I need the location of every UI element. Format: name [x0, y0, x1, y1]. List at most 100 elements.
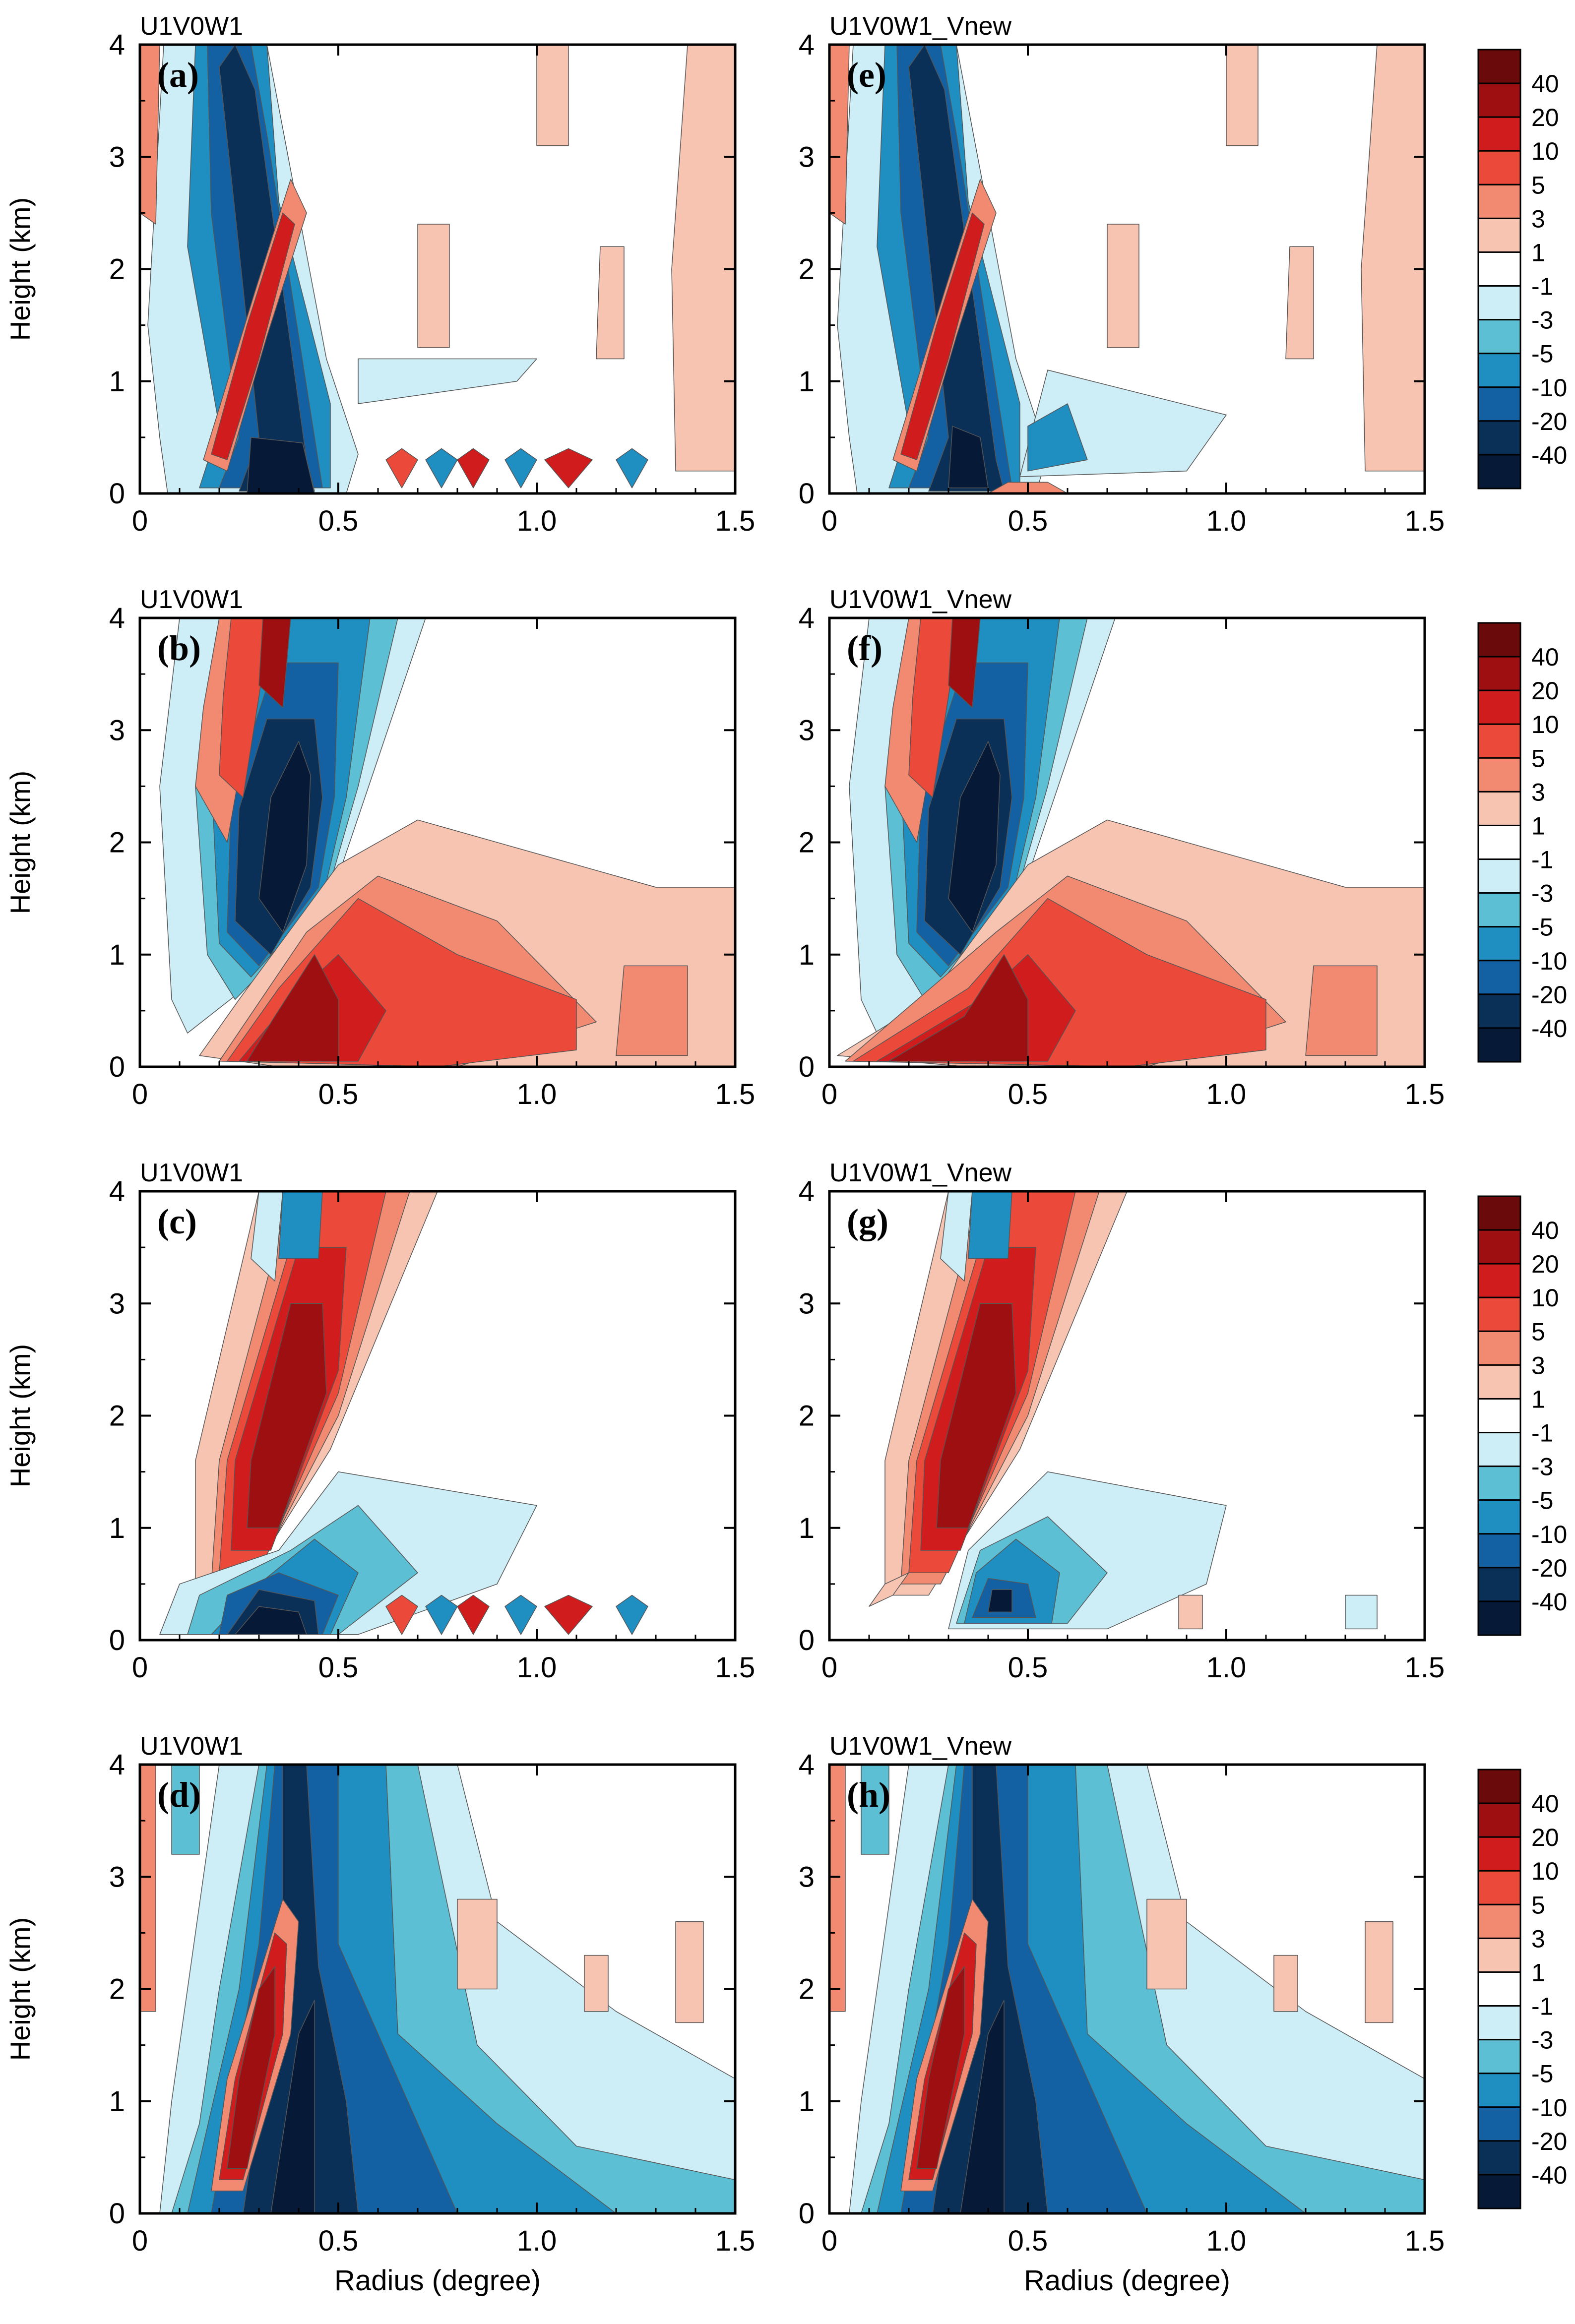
colorbar-swatch [1477, 892, 1521, 928]
y-tick-label: 0 [799, 2198, 815, 2230]
x-tick-label: 0.5 [1008, 1078, 1048, 1110]
contour-band [584, 1955, 609, 2012]
contour-bands [829, 45, 1425, 493]
y-tick-label: 1 [799, 2085, 815, 2118]
x-tick-label: 1.0 [1206, 505, 1247, 537]
x-tick-label: 0.5 [1008, 505, 1048, 537]
colorbar-label: 5 [1531, 1318, 1545, 1345]
colorbar-swatch [1477, 1466, 1521, 1501]
colorbar-swatch [1477, 1802, 1521, 1838]
colorbar-label: 20 [1531, 104, 1559, 131]
contour-band [227, 1966, 275, 2169]
colorbar-swatch [1477, 1567, 1521, 1602]
colorbar-label: -20 [1531, 2128, 1567, 2155]
x-tick-label: 0.5 [318, 505, 359, 537]
colorbar-label: 3 [1531, 1925, 1545, 1953]
y-tick-label: 1 [799, 366, 815, 398]
y-tick-label: 4 [799, 1749, 815, 1781]
y-tick-label: 1 [799, 939, 815, 971]
colorbar-swatch [1477, 319, 1521, 355]
colorbar-swatch [1477, 2039, 1521, 2075]
colorbar-label: 1 [1531, 1385, 1545, 1413]
x-tick-label: 0 [821, 1651, 837, 1684]
panel-title: U1V0W1_Vnew [829, 1159, 1012, 1187]
colorbar-swatch [1477, 1263, 1521, 1298]
colorbar-label: -1 [1531, 273, 1553, 301]
colorbar-label: 1 [1531, 1958, 1545, 1986]
x-axis-label: Radius (degree) [1024, 2264, 1230, 2297]
colorbar-label: -40 [1531, 2161, 1567, 2189]
colorbar-swatch [1477, 353, 1521, 388]
panel-title: U1V0W1 [140, 1159, 243, 1187]
y-tick-label: 3 [109, 141, 125, 173]
colorbar-label: 20 [1531, 1250, 1559, 1278]
contour-band [544, 448, 593, 489]
contour-band [385, 448, 418, 489]
y-tick-label: 1 [109, 939, 125, 971]
colorbar-label: -10 [1531, 1521, 1567, 1548]
panel-label: (b) [157, 628, 201, 668]
colorbar-swatch [1477, 1330, 1521, 1366]
colorbar-label: 40 [1531, 1217, 1559, 1244]
colorbar-swatch [1477, 420, 1521, 456]
contour-band [425, 448, 458, 489]
colorbar-swatch [1477, 217, 1521, 253]
contour-band [829, 45, 850, 225]
y-tick-label: 0 [109, 1051, 125, 1083]
colorbar-swatch [1477, 1600, 1521, 1636]
colorbar-label: 5 [1531, 1891, 1545, 1919]
x-tick-label: 1.0 [1206, 1651, 1247, 1684]
contour-band [1365, 1921, 1393, 2023]
contour-band [1345, 1594, 1378, 1630]
y-tick-label: 3 [109, 714, 125, 746]
contour-band [596, 246, 625, 360]
colorbar-label: 3 [1531, 778, 1545, 806]
panel-d: 0 0.5 1.0 1.5 0 1 2 3 4 U1V0W1 (d) Height (km) Radiu… [4, 1732, 755, 2297]
contour-band [888, 954, 1028, 1062]
contour-band [211, 212, 295, 460]
x-tick-label: 0 [132, 1078, 148, 1110]
colorbar-swatch [1477, 1971, 1521, 2007]
y-tick-label: 3 [799, 141, 815, 173]
contour-band [1305, 965, 1378, 1056]
y-tick-label: 2 [109, 1400, 125, 1432]
contour-band [457, 448, 490, 489]
x-tick-label: 1.0 [1206, 1078, 1247, 1110]
colorbar-swatch [1477, 1533, 1521, 1569]
colorbar-swatch [1477, 1364, 1521, 1400]
colorbar-label: 40 [1531, 643, 1559, 671]
contour-bands [159, 618, 735, 1067]
colorbar-label: -3 [1531, 1453, 1553, 1481]
contour-band [948, 618, 981, 708]
contour-band [270, 2000, 315, 2213]
y-tick-label: 0 [109, 478, 125, 510]
contour-band [140, 1765, 156, 2012]
contour-band [968, 1191, 1012, 1259]
contour-bands [140, 1765, 735, 2213]
x-tick-label: 1.0 [517, 2225, 557, 2257]
y-tick-label: 1 [109, 2085, 125, 2118]
x-tick-label: 1.5 [1405, 1078, 1445, 1110]
colorbar-swatch [1477, 1027, 1521, 1063]
colorbar-label: 40 [1531, 70, 1559, 98]
colorbar-label: 3 [1531, 1351, 1545, 1379]
colorbar-label: -40 [1531, 1015, 1567, 1042]
colorbar-label: 20 [1531, 1824, 1559, 1851]
contour-band [171, 1765, 200, 1855]
colorbar-label: -5 [1531, 914, 1553, 941]
panel-label: (e) [847, 55, 886, 95]
x-tick-label: 0 [132, 1651, 148, 1684]
contour-band [140, 45, 160, 225]
y-tick-label: 4 [109, 29, 125, 61]
contour-band [616, 448, 648, 489]
panel-title: U1V0W1 [140, 1732, 243, 1761]
colorbar-label: -40 [1531, 441, 1567, 469]
colorbar: 40 20 10 5 3 1 -1 -3 -5 -10 -20 -40 [1477, 49, 1567, 489]
colorbar-swatch [1477, 926, 1521, 962]
contour-band [251, 1191, 283, 1282]
colorbar-label: -20 [1531, 981, 1567, 1009]
y-tick-label: 0 [799, 1624, 815, 1656]
colorbar-swatch [1477, 454, 1521, 489]
colorbar-swatch [1477, 858, 1521, 894]
x-tick-label: 1.0 [517, 1651, 557, 1684]
